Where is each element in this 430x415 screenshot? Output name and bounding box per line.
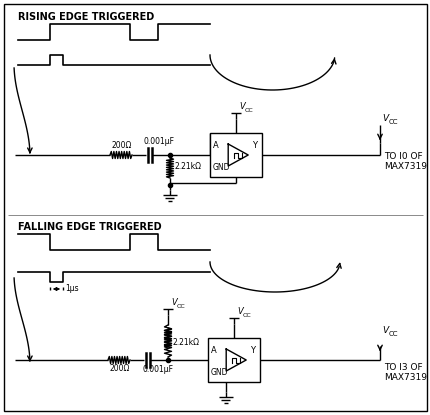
Text: CC: CC: [243, 313, 251, 318]
Text: A: A: [212, 141, 218, 150]
Text: CC: CC: [177, 304, 185, 309]
Text: Y: Y: [249, 346, 255, 355]
Text: GND: GND: [212, 163, 230, 172]
Text: TO I3 OF
MAX7319: TO I3 OF MAX7319: [383, 363, 426, 382]
Bar: [208, 338, 259, 382]
Text: FALLING EDGE TRIGGERED: FALLING EDGE TRIGGERED: [18, 222, 161, 232]
Text: A: A: [211, 346, 216, 355]
Text: 200Ω: 200Ω: [112, 141, 132, 150]
Text: V: V: [239, 102, 244, 111]
Text: 0.001μF: 0.001μF: [143, 365, 174, 374]
Text: 0.001μF: 0.001μF: [144, 137, 175, 146]
Bar: [209, 133, 261, 177]
Text: Y: Y: [252, 141, 256, 150]
Text: RISING EDGE TRIGGERED: RISING EDGE TRIGGERED: [18, 12, 154, 22]
Text: 2.21kΩ: 2.21kΩ: [172, 337, 200, 347]
Text: V: V: [237, 307, 242, 316]
Text: CC: CC: [388, 331, 398, 337]
Text: CC: CC: [388, 119, 398, 125]
Text: V: V: [381, 114, 387, 123]
Text: V: V: [171, 298, 176, 307]
Text: 1μs: 1μs: [65, 283, 78, 293]
Text: 200Ω: 200Ω: [110, 364, 130, 373]
Text: CC: CC: [244, 108, 253, 113]
Text: 2.21kΩ: 2.21kΩ: [175, 161, 202, 171]
Text: GND: GND: [211, 368, 228, 377]
Text: TO I0 OF
MAX7319: TO I0 OF MAX7319: [383, 152, 426, 171]
Text: V: V: [381, 326, 387, 335]
